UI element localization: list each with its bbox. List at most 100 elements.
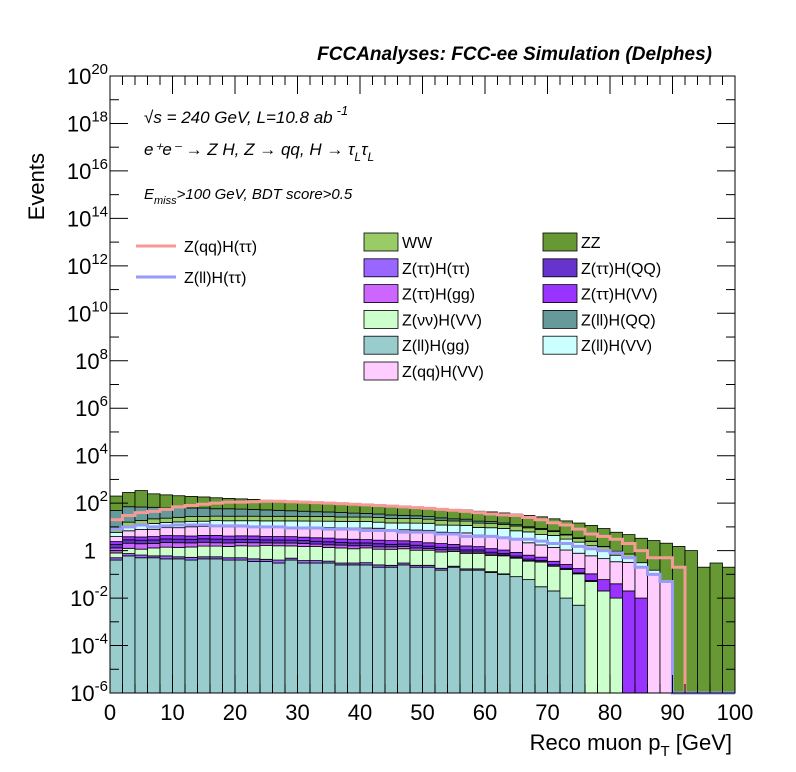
bar xyxy=(184,526,198,537)
bar xyxy=(609,583,623,599)
bar xyxy=(259,561,273,694)
bar xyxy=(122,536,136,541)
bar xyxy=(372,543,386,548)
bar xyxy=(197,538,211,543)
bar xyxy=(372,521,386,529)
bar xyxy=(559,549,573,565)
bar xyxy=(372,548,386,566)
bar xyxy=(159,546,173,557)
bar xyxy=(322,537,336,543)
bar xyxy=(222,508,236,517)
bar xyxy=(197,545,211,558)
bar xyxy=(134,548,148,556)
bar xyxy=(584,541,598,547)
bar xyxy=(297,540,311,544)
bar xyxy=(247,545,261,560)
bar xyxy=(659,581,673,694)
bar xyxy=(484,527,498,537)
bar xyxy=(597,558,611,581)
legend-swatch xyxy=(363,335,399,355)
bar xyxy=(409,518,423,524)
bar xyxy=(397,540,411,545)
bar xyxy=(247,509,261,517)
bar xyxy=(497,549,511,554)
bar xyxy=(334,547,348,564)
y-tick-label: 10-4 xyxy=(70,631,108,659)
x-tick-label: 50 xyxy=(410,700,434,725)
bar xyxy=(409,522,423,531)
bar xyxy=(559,534,573,540)
bar xyxy=(197,496,211,509)
bar xyxy=(447,520,461,526)
bar xyxy=(184,535,198,540)
bar xyxy=(334,544,348,549)
bar xyxy=(659,542,673,582)
bar xyxy=(622,590,636,694)
bar xyxy=(222,515,236,522)
bar xyxy=(209,538,223,544)
bar xyxy=(209,535,223,540)
bar xyxy=(147,543,161,549)
bar xyxy=(647,540,661,571)
x-tick-label: 90 xyxy=(660,700,684,725)
bar xyxy=(309,540,323,545)
bar xyxy=(372,513,386,518)
bar xyxy=(272,562,286,694)
bar xyxy=(459,552,473,570)
bar xyxy=(222,535,236,541)
bar xyxy=(222,542,236,547)
bar xyxy=(109,559,123,694)
bar xyxy=(134,557,148,694)
bar xyxy=(472,552,486,570)
series-4 xyxy=(109,538,598,582)
y-tick-label: 1020 xyxy=(67,61,108,89)
bar xyxy=(247,535,261,540)
bar xyxy=(184,542,198,548)
bar xyxy=(247,542,261,547)
legend-label: Z(ll)H(QQ) xyxy=(581,312,656,329)
legend-label: Z(qq)H(VV) xyxy=(402,364,484,381)
bar xyxy=(184,507,198,518)
bar xyxy=(272,539,286,544)
bar xyxy=(297,546,311,561)
bar xyxy=(484,522,498,529)
bar xyxy=(409,566,423,694)
bar xyxy=(222,546,236,559)
bar xyxy=(334,512,348,518)
bar xyxy=(322,503,336,513)
y-tick-label: 108 xyxy=(75,346,108,374)
bar xyxy=(509,525,523,532)
bar xyxy=(722,566,736,694)
series-2 xyxy=(109,545,623,694)
bar xyxy=(134,529,148,538)
bar xyxy=(459,520,473,526)
bar xyxy=(147,528,161,537)
legend-line-label: Z(ll)H(ττ) xyxy=(184,270,246,287)
bar xyxy=(397,522,411,531)
bar xyxy=(109,544,123,549)
bar xyxy=(322,547,336,562)
bar xyxy=(384,540,398,545)
bar xyxy=(284,515,298,522)
bar xyxy=(147,493,161,508)
bar xyxy=(284,520,298,528)
bar xyxy=(109,541,123,545)
bar xyxy=(509,539,523,553)
bar xyxy=(384,548,398,566)
x-tick-label: 100 xyxy=(717,700,754,725)
bar xyxy=(397,548,411,564)
bar xyxy=(434,519,448,526)
bar xyxy=(534,544,548,558)
bar xyxy=(497,537,511,551)
process-annotation: e⁺e⁻ → Z H, Z → qq, H → τLτL xyxy=(144,140,374,164)
bar xyxy=(384,566,398,694)
bar xyxy=(147,506,161,520)
bar xyxy=(297,562,311,694)
bar xyxy=(609,554,623,563)
line-series-0 xyxy=(110,499,735,695)
legend-label: ZZ xyxy=(581,235,601,252)
bar xyxy=(359,542,373,547)
y-tick-label: 106 xyxy=(75,393,108,421)
bar xyxy=(172,558,186,694)
